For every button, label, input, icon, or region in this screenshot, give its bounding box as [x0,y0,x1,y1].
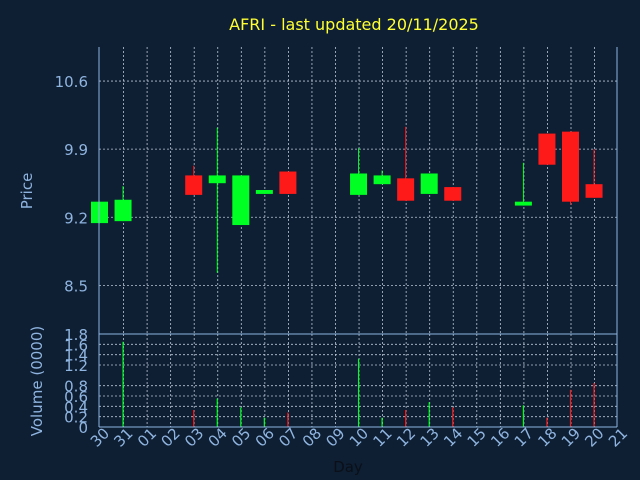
volume-ytick-label: 1.2 [64,357,88,375]
candle-body-11[interactable] [373,175,391,185]
candle-body-10[interactable] [350,173,368,195]
price-ytick-label: 8.5 [64,277,88,295]
candle-body-12[interactable] [397,178,415,201]
volume-ytick-label: 1.4 [64,347,88,365]
x-tick-label-12: 12 [393,424,419,450]
x-tick-label-05: 05 [228,424,254,450]
x-tick-label-14: 14 [440,424,466,450]
candle-body-03[interactable] [185,175,203,195]
x-tick-label-21: 21 [605,424,631,450]
x-tick-label-18: 18 [534,424,560,450]
candle-body-17[interactable] [514,201,532,206]
candle-body-20[interactable] [585,184,603,198]
candle-body-31[interactable] [114,199,132,222]
price-ytick-label: 10.6 [55,73,88,91]
candle-body-06[interactable] [255,190,273,194]
candle-body-07[interactable] [279,171,297,194]
price-ytick-label: 9.2 [64,209,88,227]
x-tick-label-31: 31 [110,424,136,450]
x-tick-label-19: 19 [558,424,584,450]
x-tick-label-13: 13 [417,424,443,450]
volume-ytick-label: 0.4 [64,398,88,416]
x-tick-label-03: 03 [181,424,207,450]
volume-ytick-label: 0.8 [64,378,88,396]
x-tick-label-01: 01 [134,424,160,450]
candle-body-18[interactable] [538,133,556,165]
candle-body-05[interactable] [232,175,250,226]
price-ytick-label: 9.9 [64,141,88,159]
x-tick-label-06: 06 [252,424,278,450]
x-tick-label-11: 11 [369,424,395,450]
x-tick-label-30: 30 [87,424,113,450]
candle-body-04[interactable] [208,175,226,184]
x-tick-label-17: 17 [511,424,537,450]
chart-title: AFRI - last updated 20/11/2025 [229,15,479,34]
x-tick-label-16: 16 [487,424,513,450]
price-axis-label: Price [18,173,36,210]
x-tick-label-09: 09 [322,424,348,450]
volume-ytick-label: 1.6 [64,336,88,354]
x-tick-label-08: 08 [299,424,325,450]
volume-ytick-label: 0 [78,419,88,437]
candle-body-13[interactable] [420,173,438,194]
volume-ytick-label: 1.8 [64,326,88,344]
volume-ytick-label: 0.6 [64,388,88,406]
x-tick-label-02: 02 [157,424,183,450]
x-tick-label-07: 07 [275,424,301,450]
x-tick-label-20: 20 [581,424,607,450]
x-axis-label: Day [333,458,363,476]
x-tick-label-04: 04 [205,424,231,450]
volume-ytick-label: 0.2 [64,409,88,427]
candle-body-19[interactable] [562,131,579,202]
x-tick-label-10: 10 [346,424,372,450]
x-tick-label-15: 15 [464,424,490,450]
volume-axis-label: Volume (0000) [28,326,46,436]
candle-body-14[interactable] [444,187,462,201]
